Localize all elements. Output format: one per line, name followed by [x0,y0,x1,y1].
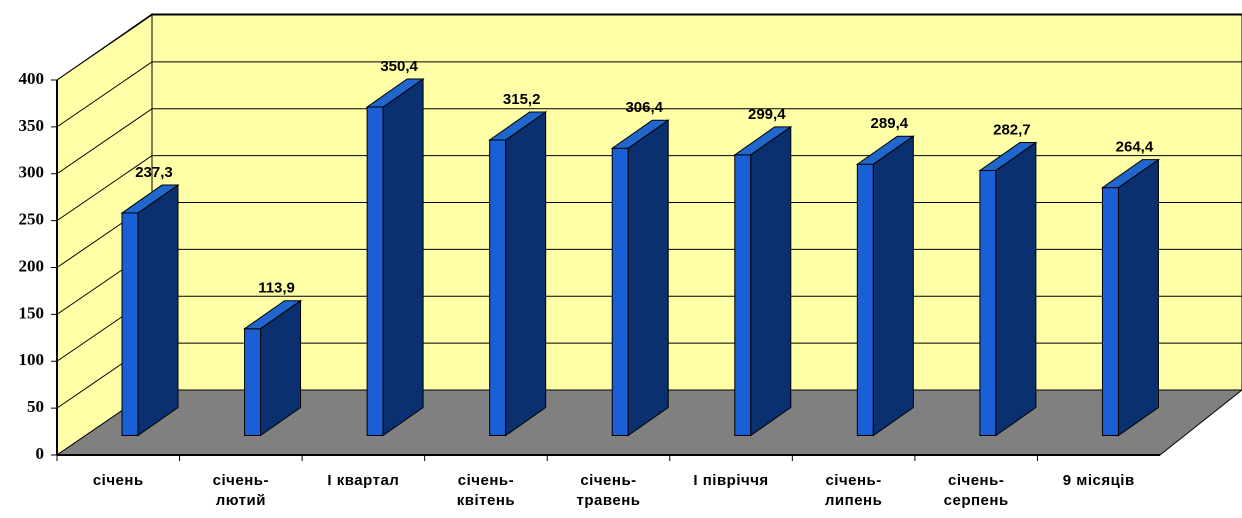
value-label: 350,4 [380,58,418,75]
bar [855,135,915,437]
x-tick-label: січень-травень [576,472,641,509]
bar-side [627,119,669,437]
bar-front [244,328,262,436]
grid-line [56,61,1242,128]
bar-top [488,111,548,141]
bar-side [750,125,792,437]
value-label: 306,4 [625,99,663,116]
value-label: 264,4 [1116,139,1154,156]
bar-top [120,184,180,214]
bar-front [1101,187,1119,436]
x-tick-label: січень-липень [824,472,883,509]
value-label: 282,7 [993,121,1031,138]
bar-top [733,126,793,156]
bar-side [137,184,179,437]
y-tick-label: 50 [27,397,44,416]
bar-side [872,135,914,437]
bar [365,78,425,437]
grid-line [56,108,1242,175]
bar [1100,158,1161,437]
x-tick-label: січень [92,472,144,489]
value-label: 237,3 [135,164,173,181]
y-tick-label: 200 [19,256,45,275]
grid-line [56,14,1242,81]
y-tick-label: 400 [19,69,45,88]
y-tick-label: 100 [19,350,45,369]
bar-top [365,78,425,108]
x-tick-label: січень-серпень [943,472,1009,509]
y-tick-label: 250 [19,210,45,229]
bar-side [995,141,1037,437]
value-label: 113,9 [258,280,295,297]
bar-front [856,163,874,436]
bar [242,299,303,437]
bar [978,141,1038,437]
value-label: 299,4 [748,106,786,123]
bar-top [242,300,303,330]
x-tick-label: 9 місяців [1062,472,1135,489]
bar-top [610,119,670,149]
bar-front [734,154,752,436]
bar [610,119,670,437]
x-tick-label: I півріччя [693,472,769,489]
value-label: 289,4 [871,115,909,132]
bar-side [505,111,547,437]
bar-top [978,141,1038,171]
bar-front [979,169,997,436]
bar [733,125,793,437]
x-tick-label: січень-лютий [212,472,269,509]
bar-front [366,106,384,436]
value-label: 315,2 [503,91,541,108]
bar [488,111,548,437]
bar-front [489,139,507,436]
x-tick-label: I квартал [327,472,400,489]
y-tick-label: 300 [19,163,45,182]
x-tick-label: січень-квітень [456,472,516,509]
bar-top [855,135,915,165]
bar-side [382,78,424,437]
y-tick-label: 150 [19,303,45,322]
bar-top [1100,159,1161,189]
bar-front [121,212,139,436]
bar [120,184,180,437]
y-tick-label: 350 [19,116,45,135]
bar-side [1117,158,1159,437]
bar-front [611,147,629,436]
y-tick-label: 0 [36,444,45,463]
